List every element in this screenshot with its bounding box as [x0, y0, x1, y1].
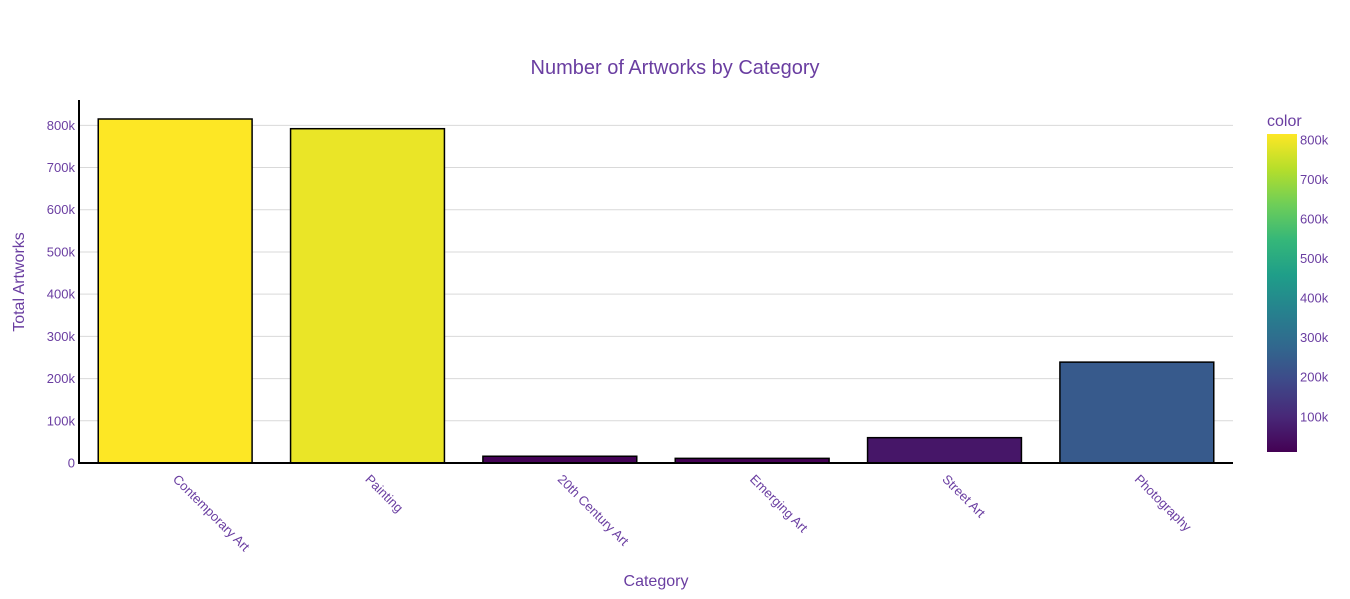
- colorbar-tick-label: 300k: [1300, 330, 1329, 345]
- y-tick-labels: 0 100k 200k 300k 400k 500k 600k 700k 800k: [47, 118, 76, 471]
- colorbar-tick-label: 400k: [1300, 291, 1329, 306]
- bars: [97, 118, 1215, 464]
- y-tick-label: 100k: [47, 413, 76, 428]
- colorbar-tick-label: 700k: [1300, 172, 1329, 187]
- bar: [289, 127, 446, 464]
- y-tick-label: 800k: [47, 118, 76, 133]
- colorbar-title: color: [1267, 113, 1302, 130]
- gridlines: [79, 124, 1233, 422]
- chart-title: Number of Artworks by Category: [531, 57, 820, 79]
- y-axis-title: Total Artworks: [11, 232, 28, 332]
- x-tick-label: 20th Century Art: [555, 472, 632, 549]
- y-tick-label: 400k: [47, 287, 76, 302]
- y-tick-label: 600k: [47, 202, 76, 217]
- y-tick-label: 200k: [47, 371, 76, 386]
- y-tick-label: 0: [68, 456, 75, 471]
- colorbar-tick-label: 500k: [1300, 251, 1329, 266]
- x-tick-label: Painting: [362, 472, 406, 516]
- bar: [97, 118, 253, 464]
- x-axis-title: Category: [624, 573, 689, 590]
- x-tick-label: Emerging Art: [747, 472, 811, 536]
- colorbar-gradient: [1267, 134, 1297, 452]
- colorbar-tick-label: 200k: [1300, 370, 1329, 385]
- y-tick-label: 500k: [47, 244, 76, 259]
- y-tick-label: 700k: [47, 160, 76, 175]
- x-tick-label: Street Art: [939, 472, 988, 521]
- colorbar: color 100k 200k 300k 400k 500k 600k 700k 800k: [1267, 113, 1329, 452]
- bar: [866, 436, 1023, 464]
- colorbar-tick-label: 100k: [1300, 409, 1329, 424]
- bar: [482, 455, 638, 464]
- x-tick-label: Photography: [1132, 472, 1195, 535]
- colorbar-tick-label: 800k: [1300, 132, 1329, 147]
- bar: [1059, 361, 1215, 464]
- x-tick-label: Contemporary Art: [170, 472, 253, 555]
- y-tick-label: 300k: [47, 329, 76, 344]
- colorbar-tick-label: 600k: [1300, 212, 1329, 227]
- x-tick-labels: Contemporary Art Painting 20th Century Art…: [170, 472, 1195, 555]
- axes: [78, 100, 1233, 464]
